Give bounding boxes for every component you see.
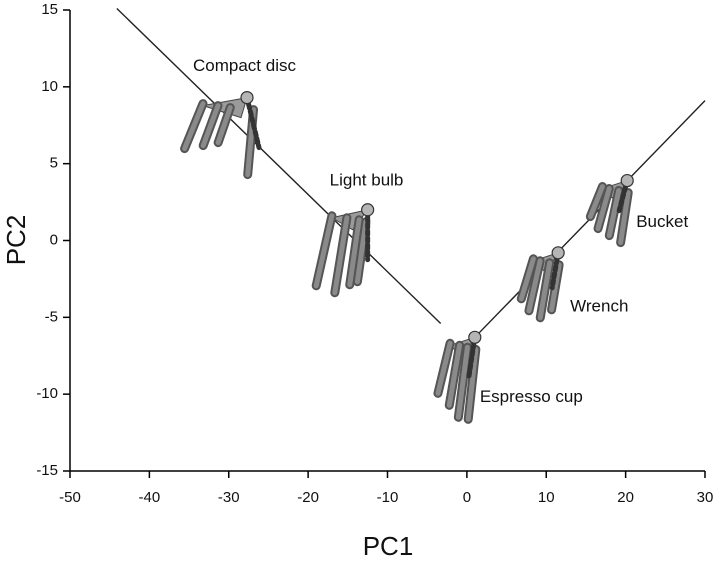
hand-finger-highlight (200, 103, 221, 149)
hand-posture (311, 203, 375, 298)
hand-finger-highlight (332, 215, 350, 296)
x-axis-label: PC1 (363, 531, 414, 561)
hand-finger-highlight (595, 186, 612, 232)
hand-finger-highlight (587, 184, 605, 220)
hand-finger-highlight (537, 260, 553, 321)
hand-finger-highlight (354, 219, 369, 285)
hand-finger-highlight (182, 101, 206, 152)
hand-finger-highlight (347, 217, 362, 288)
wrist-joint (361, 203, 375, 217)
x-tick-label: -30 (218, 489, 240, 506)
hand-posture (433, 330, 482, 424)
hand-finger-highlight (549, 262, 562, 313)
y-tick-label: -10 (36, 385, 58, 402)
x-tick-label: -10 (377, 489, 399, 506)
wrist-joint (551, 246, 565, 260)
y-tick-label: 15 (41, 1, 58, 18)
y-tick-label: -5 (45, 308, 58, 325)
x-tick-label: 10 (538, 489, 555, 506)
point-label: Compact disc (193, 56, 296, 75)
y-tick-label: 0 (50, 231, 58, 248)
y-axis-label: PC2 (1, 215, 31, 266)
y-tick-label: -15 (36, 462, 58, 479)
x-tick-label: 20 (617, 489, 634, 506)
hand-thumb (244, 95, 262, 151)
wrist-joint (468, 330, 482, 344)
hand-finger-highlight (215, 105, 233, 146)
hand-finger-highlight (465, 346, 479, 422)
hand-finger-highlight (313, 213, 335, 289)
hand-finger-highlight (435, 340, 453, 396)
y-tick-label: 10 (41, 78, 58, 95)
hand-finger-highlight (526, 258, 543, 314)
wrist-joint (240, 90, 254, 105)
hand-palm (202, 96, 248, 119)
x-tick-label: 30 (697, 489, 714, 506)
hand-finger-highlight (446, 342, 463, 408)
hand-posture (516, 246, 565, 323)
point-label: Espresso cup (480, 387, 583, 406)
x-tick-label: -50 (59, 489, 81, 506)
hand-finger-highlight (518, 256, 536, 302)
y-tick-label: 5 (50, 155, 58, 172)
hand-finger-highlight (606, 188, 622, 239)
hand-posture (180, 90, 262, 180)
trajectory-line (116, 7, 442, 324)
wrist-joint (620, 173, 634, 188)
x-tick-label: 0 (463, 489, 471, 506)
x-tick-label: -40 (139, 489, 161, 506)
hand-finger-highlight (455, 344, 470, 420)
hand-thumb (466, 334, 478, 380)
x-tick-label: -20 (297, 489, 319, 506)
point-label: Light bulb (330, 170, 404, 189)
hand-posture (585, 173, 634, 248)
point-label: Bucket (636, 212, 688, 231)
point-label: Wrench (570, 296, 628, 315)
hand-finger-highlight (618, 190, 631, 246)
